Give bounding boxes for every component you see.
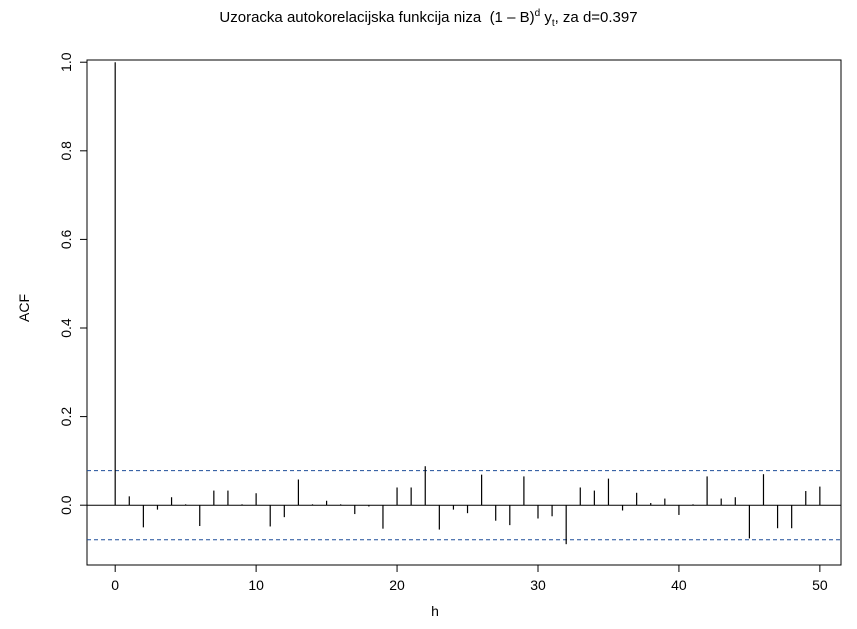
x-tick-label: 0 bbox=[111, 577, 119, 593]
x-tick-label: 40 bbox=[671, 577, 687, 593]
title-formula-sub: t bbox=[551, 18, 555, 29]
title-formula-base: (1 – B) bbox=[489, 9, 535, 26]
x-tick-label: 20 bbox=[389, 577, 405, 593]
y-tick-label: 0.6 bbox=[58, 229, 74, 249]
title-formula-exp: d bbox=[534, 8, 541, 19]
chart-title: Uzoracka autokorelacijska funkcija niza … bbox=[0, 8, 857, 29]
plot-frame bbox=[86, 59, 842, 566]
y-axis-label: ACF bbox=[16, 294, 32, 322]
title-tail: , za d=0.397 bbox=[554, 9, 638, 26]
x-tick-label: 30 bbox=[530, 577, 546, 593]
y-tick-label: 0.0 bbox=[58, 495, 74, 515]
title-main: Uzoracka autokorelacijska funkcija niza bbox=[219, 9, 482, 26]
x-tick-label: 50 bbox=[812, 577, 828, 593]
y-tick-label: 0.4 bbox=[58, 318, 74, 338]
title-formula-y: y bbox=[544, 9, 552, 26]
y-tick-label: 0.8 bbox=[58, 141, 74, 161]
y-tick-label: 1.0 bbox=[58, 52, 74, 72]
x-tick-label: 10 bbox=[248, 577, 264, 593]
x-axis-label: h bbox=[431, 603, 439, 619]
y-tick-label: 0.2 bbox=[58, 407, 74, 427]
